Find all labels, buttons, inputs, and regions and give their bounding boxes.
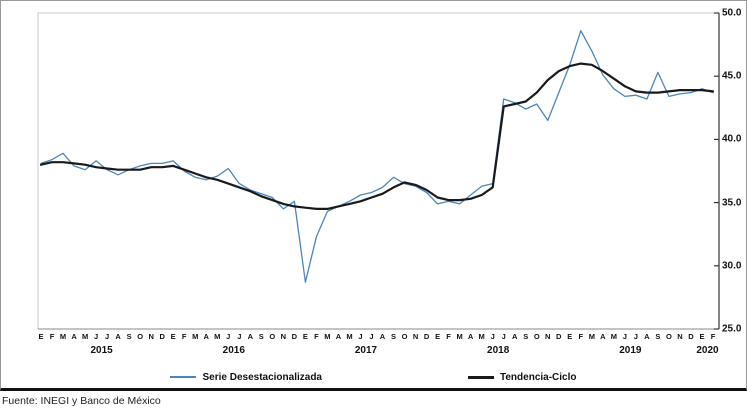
y-tick-label: 35.0 [722, 197, 742, 209]
month-tick-label: O [269, 332, 276, 341]
month-tick-label: S [126, 332, 132, 341]
month-tick-label: J [105, 332, 110, 341]
plot-area [37, 12, 720, 330]
month-tick-label: N [412, 332, 419, 341]
month-tick-label: J [369, 332, 374, 341]
month-tick-label: F [181, 332, 187, 341]
y-tick-label: 25.0 [722, 323, 742, 335]
month-tick-label: M [59, 332, 67, 341]
month-tick-label: O [401, 332, 408, 341]
series-line-serie-desestacionalizada [40, 30, 714, 283]
year-label: 2019 [619, 345, 642, 356]
month-tick-label: M [478, 332, 485, 341]
legend-label: Tendencia-Ciclo [500, 371, 577, 383]
month-tick-label: M [192, 332, 199, 341]
month-tick-label: S [258, 332, 264, 341]
year-label: 2015 [90, 345, 113, 356]
month-tick-label: M [81, 332, 89, 341]
month-tick-label: J [226, 332, 231, 341]
month-tick-label: J [358, 332, 363, 341]
month-tick-label: S [523, 332, 529, 341]
month-tick-label: A [247, 332, 254, 341]
year-label: 2017 [354, 345, 378, 356]
month-tick-label: A [644, 332, 650, 341]
month-tick-label: J [93, 332, 99, 341]
month-tick-label: N [280, 332, 287, 341]
month-tick-label: O [533, 332, 540, 341]
month-tick-label: M [588, 332, 595, 341]
month-tick-label: J [237, 332, 242, 341]
month-tick-label: E [170, 332, 176, 341]
month-tick-label: A [467, 332, 474, 341]
series-line-tendencia-ciclo [39, 62, 715, 210]
month-tick-label: J [622, 332, 627, 341]
month-tick-label: M [324, 332, 331, 341]
month-tick-label: N [677, 332, 683, 341]
month-tick-label: E [567, 332, 573, 341]
source-note: Fuente: INEGI y Banco de México [2, 395, 161, 407]
x-axis-year-labels: 2015 2016 2017 2018 2019 2020 [1, 344, 746, 357]
y-tick-label: 30.0 [722, 260, 742, 272]
month-tick-label: D [159, 332, 165, 341]
month-tick-label: F [49, 332, 55, 341]
month-tick-label: J [501, 332, 506, 341]
month-tick-label: E [699, 332, 705, 341]
month-tick-label: M [346, 332, 353, 341]
month-tick-label: S [655, 332, 661, 341]
month-tick-label: A [335, 332, 342, 341]
month-tick-label: S [391, 332, 397, 341]
y-tick-label: 50.0 [722, 7, 742, 19]
year-label: 2018 [487, 345, 510, 356]
month-tick-label: M [456, 332, 463, 341]
y-tick-label: 45.0 [722, 70, 742, 82]
month-tick-label: E [435, 332, 441, 341]
month-tick-label: E [302, 332, 308, 341]
month-tick-label: F [710, 332, 716, 341]
month-tick-label: A [203, 332, 209, 341]
month-tick-label: M [214, 332, 221, 341]
plot-frame [37, 12, 720, 330]
month-tick-label: A [71, 332, 77, 341]
month-tick-label: F [314, 332, 319, 341]
legend-label: Serie Desestacionalizada [202, 371, 322, 383]
month-tick-label: J [633, 332, 638, 341]
month-tick-label: F [446, 332, 451, 341]
month-tick-label: O [137, 332, 144, 341]
month-tick-label: A [600, 332, 606, 341]
month-tick-label: D [423, 332, 430, 341]
month-tick-label: N [148, 332, 154, 341]
legend-line-swatch-blue [170, 376, 197, 378]
legend-item-tendencia-ciclo: Tendencia-Ciclo [468, 372, 577, 383]
month-tick-label: E [38, 332, 44, 341]
month-tick-label: N [545, 332, 551, 341]
month-tick-label: O [666, 332, 672, 341]
month-tick-label: F [578, 332, 584, 341]
month-tick-label: D [556, 332, 562, 341]
legend-item-serie-desestacionalizada: Serie Desestacionalizada [170, 372, 322, 383]
legend-line-swatch-black [468, 375, 494, 379]
month-tick-label: D [688, 332, 694, 341]
year-label: 2016 [222, 345, 245, 356]
month-tick-label: A [115, 332, 121, 341]
month-tick-label: A [511, 332, 518, 341]
year-label: 2020 [696, 345, 719, 356]
month-tick-label: D [291, 332, 298, 341]
month-tick-label: M [610, 332, 617, 341]
month-tick-label: J [490, 332, 495, 341]
y-tick-label: 40.0 [722, 133, 742, 145]
legend: Serie Desestacionalizada Tendencia-Ciclo [1, 369, 746, 385]
month-tick-label: A [379, 332, 386, 341]
